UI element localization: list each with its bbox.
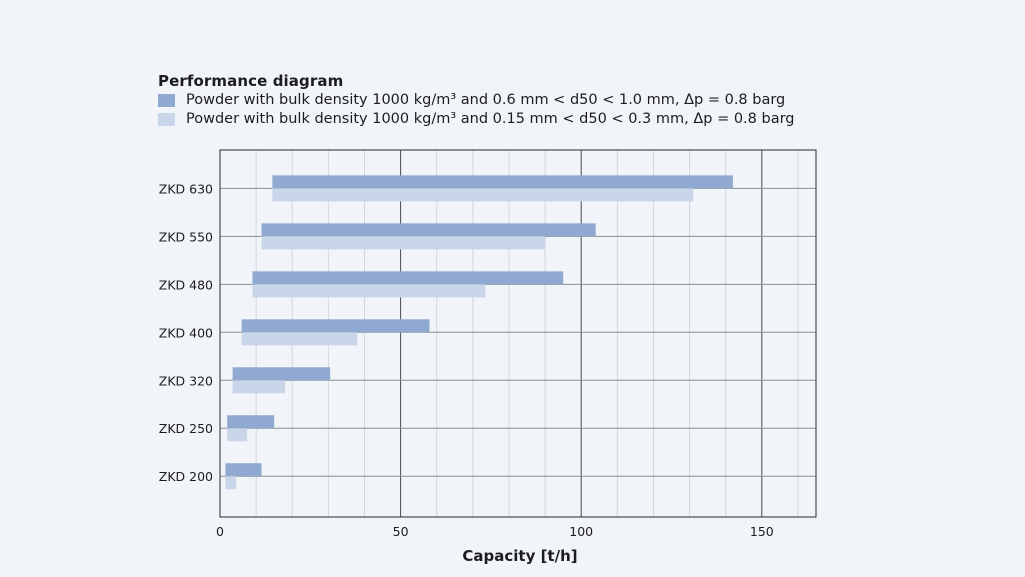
bar-zkd-550-series-1 (261, 236, 546, 250)
bar-zkd-480-series-0 (252, 271, 564, 285)
legend-label-fine-powder: Powder with bulk density 1000 kg/m³ and … (186, 111, 795, 127)
bar-zkd-250-series-0 (227, 415, 275, 429)
bar-zkd-630-series-1 (272, 188, 694, 202)
category-labels: ZKD 630 ZKD 550 ZKD 480 ZKD 400 ZKD 320 ZKD 2… (159, 181, 213, 484)
legend-swatch-fine-powder (158, 112, 175, 126)
bar-zkd-320-series-1 (232, 380, 286, 394)
x-tick-label: 0 (216, 524, 224, 539)
bar-zkd-200-series-1 (225, 476, 237, 490)
legend-label-coarse-powder: Powder with bulk density 1000 kg/m³ and … (186, 92, 786, 108)
bar-zkd-250-series-1 (227, 428, 248, 442)
category-label: ZKD 250 (159, 421, 213, 436)
legend-item-coarse-powder: Powder with bulk density 1000 kg/m³ and … (158, 91, 785, 109)
x-tick-labels: 0 50 100 150 (216, 524, 774, 539)
bar-zkd-400-series-1 (241, 332, 358, 346)
bar-zkd-550-series-0 (261, 223, 596, 237)
x-tick-label: 150 (750, 524, 774, 539)
category-label: ZKD 200 (159, 469, 213, 484)
category-label: ZKD 630 (159, 181, 213, 196)
bar-zkd-200-series-0 (225, 463, 262, 477)
minor-gridlines (255, 150, 799, 517)
bars (225, 175, 733, 490)
category-label: ZKD 550 (159, 229, 213, 244)
legend-swatch-coarse-powder (158, 93, 175, 107)
chart-title: Performance diagram (158, 72, 344, 90)
bar-zkd-400-series-0 (241, 319, 430, 333)
x-axis-title: Capacity [t/h] (462, 547, 578, 565)
bar-zkd-480-series-1 (252, 284, 486, 298)
legend-item-fine-powder: Powder with bulk density 1000 kg/m³ and … (158, 110, 795, 128)
x-tick-label: 100 (569, 524, 593, 539)
x-tick-label: 50 (393, 524, 409, 539)
category-label: ZKD 320 (159, 373, 213, 388)
category-label: ZKD 400 (159, 325, 213, 340)
bar-zkd-630-series-0 (272, 175, 733, 189)
major-gridlines (400, 150, 763, 517)
bar-zkd-320-series-0 (232, 367, 331, 381)
plot-frame (219, 149, 817, 518)
category-label: ZKD 480 (159, 277, 213, 292)
